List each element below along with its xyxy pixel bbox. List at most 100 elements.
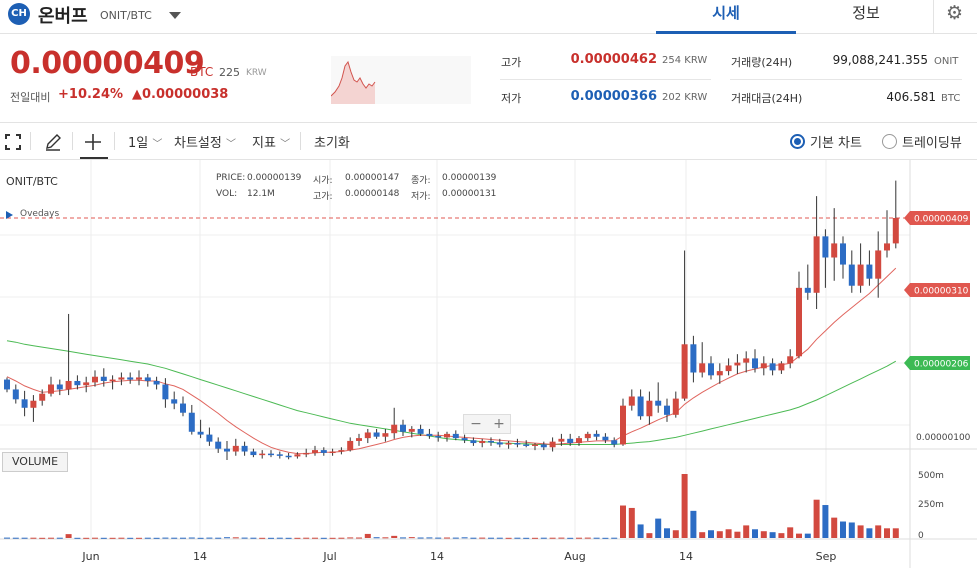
candle: [268, 450, 274, 458]
candle-body: [92, 376, 98, 383]
x-tick-label: 14: [430, 550, 444, 563]
toolbar-sep: [30, 132, 31, 150]
price-tag-text: 0.00000206: [914, 360, 969, 370]
candle: [620, 398, 626, 446]
candle-body: [373, 432, 380, 437]
candle-body: [417, 428, 424, 434]
candle-body: [144, 377, 151, 381]
volume-bar: [373, 537, 380, 539]
coin-dropdown-caret-icon[interactable]: [169, 12, 181, 19]
candle-body: [153, 380, 160, 385]
tab-market[interactable]: 시세: [656, 0, 796, 34]
volume-bar: [549, 537, 556, 539]
price-chart[interactable]: Jun 14 Jul 14 Aug 14 Sep 0.00000409 0.00000310 0.…: [0, 160, 977, 568]
candle-body: [329, 451, 336, 454]
candle: [391, 407, 398, 439]
candle: [743, 351, 750, 373]
fullscreen-icon[interactable]: [5, 134, 21, 150]
candle-body: [162, 384, 169, 400]
candle-body: [461, 438, 468, 441]
candle-body: [400, 424, 406, 432]
volume-bar: [56, 537, 63, 539]
candle: [628, 389, 635, 411]
tradingview-label[interactable]: 트레이딩뷰: [902, 136, 962, 151]
candle: [892, 180, 899, 249]
candle-body: [655, 400, 662, 406]
candle: [400, 419, 406, 436]
candle-body: [356, 438, 362, 441]
candle-body: [752, 358, 758, 369]
volume-bar: [303, 537, 310, 539]
candle: [461, 434, 468, 444]
volume-bar: [576, 537, 582, 539]
pencil-icon[interactable]: [44, 133, 62, 151]
basic-chart-radio[interactable]: [790, 134, 805, 149]
candle: [56, 379, 63, 396]
candle-body: [866, 264, 873, 279]
coin-pair: ONIT/BTC: [100, 9, 152, 22]
candle-body: [65, 380, 72, 390]
candle-body: [259, 453, 266, 456]
high-krw: 254 KRW: [662, 55, 708, 66]
candle-body: [83, 382, 90, 386]
tradingview-radio[interactable]: [882, 134, 897, 149]
volume-bar: [496, 537, 503, 539]
candle: [144, 373, 151, 387]
price-axis-tag: 0.00000409: [904, 211, 970, 225]
candle: [250, 448, 257, 458]
volume-bar: [690, 510, 697, 538]
crosshair-active-indicator: [80, 157, 108, 159]
candle-body: [664, 405, 670, 415]
ov-low-value: 0.00000131: [442, 189, 497, 199]
candle-body: [4, 379, 10, 390]
volume-bar: [743, 525, 750, 538]
volume-bar: [329, 537, 336, 539]
x-tick-label: Aug: [564, 550, 585, 563]
crosshair-icon[interactable]: [84, 133, 102, 151]
volume-axis-label: 0: [918, 531, 924, 541]
interval-select[interactable]: 1일 ﹀: [128, 132, 162, 151]
candle: [496, 438, 503, 448]
volume-bar: [620, 505, 626, 538]
ov-close-label: 종가:: [411, 176, 431, 186]
tab-info[interactable]: 정보: [852, 4, 880, 22]
volume-bar: [602, 537, 609, 539]
candle: [118, 372, 125, 386]
candle: [294, 452, 301, 459]
zoom-out-icon[interactable]: −: [470, 416, 482, 432]
candle-body: [584, 433, 591, 439]
candle-body: [787, 356, 794, 364]
volume-bar: [21, 537, 28, 539]
days-label: Ovedays: [20, 209, 60, 219]
volume-bar: [188, 537, 195, 539]
candle: [672, 391, 679, 418]
coin-name: 온버프: [38, 6, 88, 27]
gear-icon[interactable]: ⚙: [946, 2, 964, 24]
volume-bar: [444, 537, 450, 539]
volume-bar: [391, 535, 398, 538]
chart-canvas[interactable]: Jun 14 Jul 14 Aug 14 Sep 0.00000409 0.00000310 0.…: [0, 160, 977, 568]
candle: [312, 445, 318, 456]
candle-body: [303, 452, 310, 455]
candle-body: [760, 363, 767, 369]
zoom-in-icon[interactable]: +: [493, 416, 505, 432]
volume-bar: [118, 537, 125, 539]
reset-button[interactable]: 초기화: [314, 136, 350, 151]
basic-chart-label[interactable]: 기본 차트: [810, 136, 862, 151]
candle-body: [382, 433, 389, 437]
candle: [329, 448, 336, 456]
volume-bar: [664, 528, 670, 538]
volume-bar: [523, 537, 530, 539]
volume-bar: [48, 537, 54, 539]
play-triangle-icon[interactable]: [6, 211, 13, 219]
candle-body: [822, 236, 829, 258]
indicators-button[interactable]: 지표 ﹀: [252, 132, 290, 151]
volume-bar: [840, 521, 846, 538]
candle: [532, 443, 538, 451]
candle: [162, 378, 169, 408]
candle: [347, 437, 354, 452]
candle: [540, 441, 547, 451]
chart-settings-button[interactable]: 차트설정 ﹀: [174, 132, 236, 151]
volume-bar: [417, 537, 424, 539]
candle: [153, 376, 160, 390]
